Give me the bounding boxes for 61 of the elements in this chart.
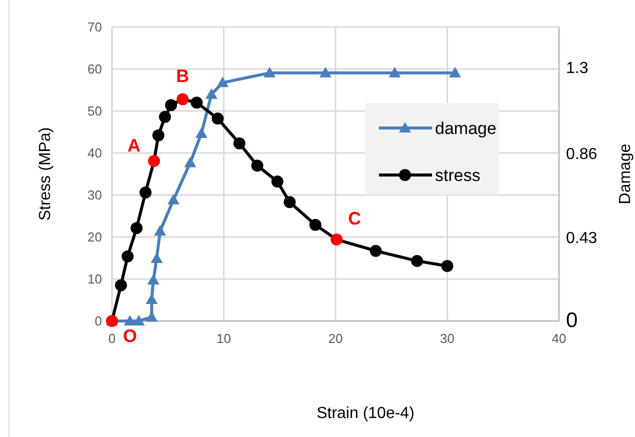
point bbox=[441, 260, 454, 272]
y-tick-label: 40 bbox=[88, 146, 102, 160]
y-tick-label: 30 bbox=[88, 188, 102, 202]
legend-label: stress bbox=[435, 166, 480, 185]
annotation: A bbox=[128, 136, 141, 156]
x-tick-label: 30 bbox=[440, 331, 454, 346]
point bbox=[449, 66, 462, 78]
y-tick-label: 20 bbox=[88, 230, 102, 244]
point bbox=[284, 196, 296, 208]
legend-label: damage bbox=[435, 119, 496, 138]
y-tick-label: 60 bbox=[88, 62, 102, 76]
point bbox=[216, 76, 229, 88]
y-tick-label: 0 bbox=[94, 314, 102, 328]
point bbox=[370, 244, 382, 257]
y2-tick-label: 0.43 bbox=[566, 230, 598, 247]
y-axis-title: Stress (MPa) bbox=[37, 127, 54, 221]
point bbox=[251, 160, 264, 172]
annotation: O bbox=[122, 326, 138, 346]
y-tick-label: 50 bbox=[88, 104, 102, 118]
annotation: C bbox=[348, 208, 362, 228]
annotation: B bbox=[176, 66, 190, 86]
point bbox=[190, 96, 203, 109]
point bbox=[319, 66, 332, 78]
point bbox=[165, 99, 178, 112]
point bbox=[140, 186, 152, 198]
point bbox=[212, 112, 224, 125]
point bbox=[309, 218, 322, 231]
point bbox=[167, 194, 180, 204]
point bbox=[233, 137, 246, 150]
point bbox=[154, 225, 166, 236]
point bbox=[184, 156, 196, 168]
point bbox=[122, 250, 134, 262]
y2-axis-title: Damage bbox=[617, 144, 634, 204]
y-tick-label: 10 bbox=[88, 272, 102, 286]
point bbox=[271, 176, 284, 188]
point bbox=[411, 254, 424, 267]
point bbox=[147, 274, 160, 284]
point bbox=[146, 294, 158, 304]
point bbox=[130, 222, 143, 234]
x-axis-title: Strain (10e-4) bbox=[316, 405, 414, 422]
point bbox=[150, 252, 163, 263]
y2-tick-label: 1.3 bbox=[566, 60, 588, 78]
point bbox=[205, 88, 218, 99]
point bbox=[264, 66, 276, 78]
x-tick-label: 40 bbox=[552, 331, 566, 346]
point bbox=[124, 315, 136, 326]
point bbox=[158, 110, 171, 123]
point bbox=[114, 279, 127, 292]
y-tick-label: 70 bbox=[88, 20, 102, 34]
point bbox=[388, 66, 401, 78]
point bbox=[330, 234, 343, 246]
y2-tick-label: 0 bbox=[566, 309, 578, 332]
point bbox=[195, 127, 208, 138]
point bbox=[148, 154, 160, 167]
point bbox=[176, 93, 189, 106]
y2-tick-label: 0.86 bbox=[566, 146, 598, 163]
x-tick-label: 20 bbox=[328, 331, 343, 346]
x-tick-label: 10 bbox=[216, 331, 231, 346]
x-tick-label: 0 bbox=[108, 331, 116, 346]
point bbox=[132, 315, 145, 326]
point bbox=[152, 129, 164, 142]
